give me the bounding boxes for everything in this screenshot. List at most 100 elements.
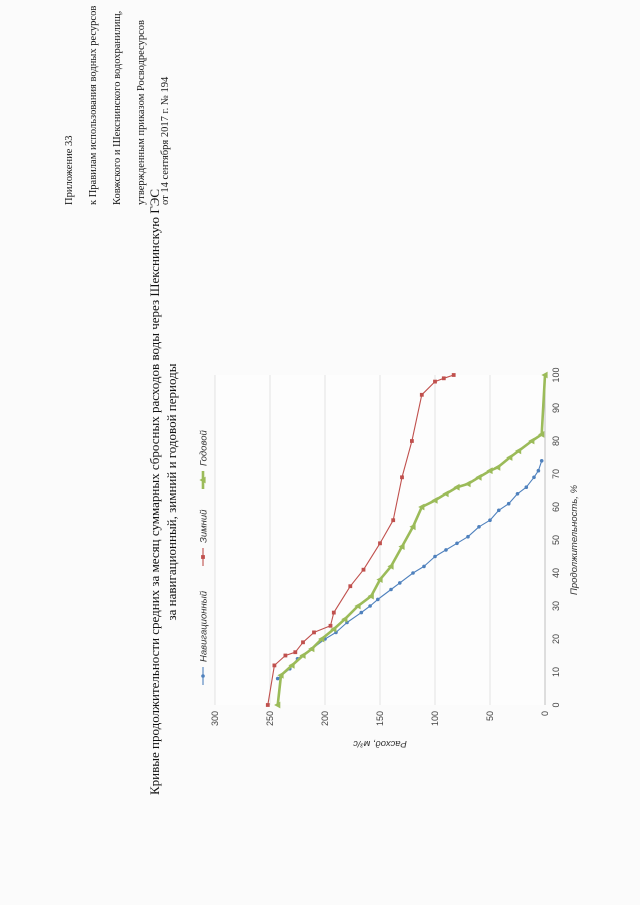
data-point — [288, 662, 295, 669]
y-axis-label: Расход, м³/с — [353, 738, 407, 749]
data-point — [368, 604, 372, 608]
legend-item: Годовой — [199, 430, 210, 489]
x-tick-label: 10 — [551, 667, 561, 677]
data-point — [376, 597, 380, 602]
data-point — [418, 503, 425, 511]
data-point — [433, 379, 437, 384]
data-point — [398, 543, 405, 550]
data-point — [488, 518, 492, 522]
x-tick-label: 50 — [551, 535, 561, 545]
legend-label: Зимний — [199, 509, 210, 543]
x-tick-label: 20 — [551, 634, 561, 644]
data-point — [506, 501, 511, 506]
data-point — [455, 541, 459, 546]
x-tick-label: 0 — [551, 702, 561, 707]
data-point — [328, 623, 333, 628]
data-point — [299, 652, 306, 659]
data-point — [274, 701, 281, 709]
appendix-line-2: к Правилам использования водных ресурсов — [88, 5, 99, 205]
data-point — [330, 625, 337, 633]
data-point — [444, 548, 448, 552]
data-point — [466, 534, 470, 539]
data-point — [275, 676, 280, 681]
legend-item: Зимний — [199, 509, 210, 566]
y-tick-label: 150 — [375, 711, 385, 726]
data-point — [528, 437, 535, 445]
data-point — [451, 373, 456, 377]
data-point — [411, 571, 415, 575]
data-point — [308, 645, 315, 653]
data-point — [400, 475, 404, 480]
data-point — [433, 554, 437, 559]
data-point — [387, 563, 394, 570]
series-2 — [265, 373, 456, 707]
legend-marker — [201, 674, 205, 678]
data-point — [431, 497, 438, 504]
data-point — [318, 635, 325, 643]
chart-subtitle: за навигационный, зимний и годовой перио… — [164, 363, 179, 621]
data-point — [283, 653, 288, 658]
data-point — [409, 523, 416, 531]
series-3 — [274, 371, 548, 709]
x-tick-label: 30 — [551, 601, 561, 611]
data-point — [367, 592, 374, 600]
data-point — [277, 671, 284, 679]
data-point — [464, 480, 471, 488]
data-point — [331, 610, 336, 615]
chart-title: Кривые продолжительности средних за меся… — [147, 189, 162, 795]
data-point — [301, 640, 305, 645]
data-point — [475, 473, 482, 481]
data-point — [497, 508, 501, 513]
y-tick-label: 100 — [430, 711, 440, 726]
duration-chart: 0 50 100 150 200 250 300 0 10 20 30 40 50 60 70 80 90 100… — [199, 367, 581, 749]
data-point — [361, 567, 366, 572]
data-point — [453, 483, 460, 491]
data-point — [532, 475, 536, 480]
data-point — [312, 630, 316, 635]
data-point — [354, 602, 361, 610]
x-axis-label: Продолжительность, % — [569, 484, 580, 595]
data-point — [538, 431, 545, 438]
data-point — [494, 464, 501, 471]
y-tick-label: 300 — [210, 711, 220, 726]
x-tick-label: 60 — [551, 502, 561, 512]
x-tick-label: 100 — [551, 367, 561, 382]
y-tick-label: 50 — [485, 711, 495, 721]
data-point — [441, 376, 446, 381]
data-point — [541, 371, 548, 379]
appendix-line-3: Ковжского и Шекснинского водохранилищ, — [112, 10, 123, 205]
data-point — [419, 392, 424, 397]
data-point — [359, 610, 364, 615]
data-point — [422, 564, 426, 569]
data-point — [536, 468, 541, 473]
data-point — [341, 615, 348, 623]
data-point — [506, 454, 513, 461]
data-point — [398, 581, 402, 585]
data-point — [376, 576, 383, 583]
data-point — [539, 458, 544, 463]
x-tick-label: 80 — [551, 436, 561, 446]
data-point — [293, 650, 298, 655]
y-tick-label: 250 — [265, 711, 275, 726]
y-tick-label: 200 — [320, 711, 330, 726]
data-point — [391, 518, 396, 523]
x-tick-label: 90 — [551, 403, 561, 413]
legend-label: Навигационный — [199, 590, 210, 662]
data-point — [515, 447, 522, 455]
data-point — [378, 541, 382, 546]
y-tick-label: 0 — [540, 711, 550, 716]
x-tick-label: 40 — [551, 568, 561, 578]
data-point — [410, 439, 414, 443]
data-point — [348, 584, 353, 589]
legend-item: Навигационный — [199, 590, 210, 685]
appendix-line-1: Приложение 33 — [64, 135, 75, 205]
data-point — [272, 663, 277, 668]
legend-marker — [201, 555, 205, 559]
data-point — [524, 485, 529, 489]
legend-label: Годовой — [199, 430, 210, 466]
data-point — [486, 467, 493, 475]
legend-marker — [199, 476, 206, 484]
data-point — [477, 525, 481, 529]
data-point — [442, 490, 449, 498]
